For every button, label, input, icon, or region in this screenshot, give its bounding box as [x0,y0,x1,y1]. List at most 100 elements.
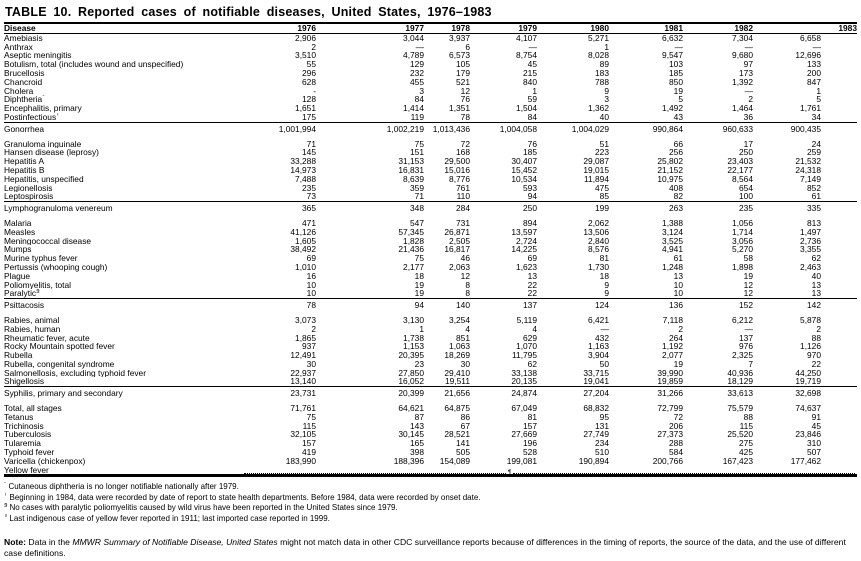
disease-label: Typhoid fever [4,448,55,457]
case-count: 471 [302,217,316,228]
case-count: 183 [595,68,609,78]
note-text-post: might not match data in other CDC survei… [4,537,846,559]
table-row: Encephalitis, primary 1,651 1,414 1,351 1,50… [4,104,857,113]
case-count: 31,153 [398,157,424,166]
case-count: 1,192 [662,342,683,352]
case-count: 12,491 [290,351,316,360]
disease-label: Rubella, congenital syndrome [4,359,115,369]
note-journal-title: MMWR Summary of Notifiable Disease, Unit… [72,537,278,548]
case-count: 1,070 [516,342,537,352]
case-count: 1,464 [732,104,753,113]
case-count: 137 [739,333,753,343]
case-count: 398 [410,448,424,457]
case-count: 82 [673,192,683,202]
case-count: 23,846 [795,430,821,440]
note-label: Note: [4,537,26,548]
case-count: 136 [609,298,683,310]
case-count: 20,399 [316,386,424,399]
disease-label: Malaria [4,217,32,228]
table-row: Typhoid fever 419 398 505 528 510 584 425 507 [4,448,857,457]
disease-label: Yellow fever [4,465,49,475]
disease-label: Shigellosis [4,377,45,387]
case-count: 1,738 [403,333,424,343]
case-count: 970 [807,351,821,360]
case-count: 9,547 [662,51,683,61]
case-count: 75 [414,138,424,149]
case-count: 19 [414,280,424,290]
case-count: 24,874 [470,386,537,399]
case-count: 13 [811,280,821,290]
case-count: 61 [811,192,821,202]
leader-dots [513,467,855,474]
case-count: 69 [527,254,537,263]
disease-label: Legionellosis [4,183,53,193]
case-count: 629 [523,333,537,343]
case-count: 1,414 [403,104,424,113]
case-count: 14,973 [290,165,316,175]
case-count: 840 [523,77,537,87]
case-count: 1,063 [449,342,470,352]
case-count: 7,149 [800,174,821,184]
case-count: 55 [306,60,316,69]
case-count: 9,680 [732,51,753,61]
case-count: 4 [532,324,537,334]
case-count: 32,105 [290,430,316,440]
case-count: 1,865 [295,333,316,343]
case-count: — [744,42,753,52]
case-count: 3,510 [295,51,316,61]
table-row: Hepatitis A 33,288 31,153 29,500 30,407 29,08… [4,157,857,166]
case-count: 259 [807,148,821,158]
footnote: * Cutaneous diphtheria is no longer notif… [4,482,857,492]
case-count: 19,041 [583,377,609,387]
case-count: 21,152 [657,165,683,175]
case-count: 85 [599,192,609,202]
case-count: 3,073 [295,314,316,325]
case-count: 19,511 [445,377,470,387]
case-count: 8,776 [449,174,470,184]
case-count: 13,506 [583,227,609,237]
case-count: 25,520 [727,430,753,440]
case-count: 6,212 [732,314,753,325]
notifiable-diseases-table: Disease 1976 1977 1978 1979 1980 1981 1982 1983 … [4,24,857,477]
case-count: 119 [410,112,424,122]
case-count: 2,724 [516,236,537,246]
case-count: 510 [595,448,609,457]
column-header-year-1979: 1979 [470,24,537,34]
case-count: 960,633 [683,121,753,134]
case-count: 18 [599,271,609,281]
case-count: 27,669 [511,430,537,440]
table-row: Varicella (chickenpox) 183,990 188,396 154,… [4,457,857,466]
case-count: — [415,42,424,52]
case-count: 731 [456,217,470,228]
case-count: 1,651 [295,104,316,113]
footnote-symbol: † [4,492,8,498]
disease-label: Hansen disease (leprosy) [4,148,99,158]
case-count: 348 [316,201,424,213]
case-count: 173 [739,68,753,78]
case-count: 67 [460,421,470,431]
case-count: 19 [414,289,424,299]
table-row: Postinfectious† 175 119 78 84 40 43 36 34 [4,113,857,122]
case-count: 62 [527,359,537,369]
case-count: - [313,86,316,96]
disease-label: Paralytic§ [4,289,244,298]
case-count: 154,089 [439,456,470,466]
case-count: 900,435 [753,121,857,134]
case-count: 3 [419,86,424,96]
disease-label: Tuberculosis [4,430,52,440]
case-count: 22,937 [290,368,316,378]
table-row: Tularemia 157 165 141 196 234 288 275 310 [4,439,857,448]
case-count: 2 [311,42,316,52]
case-count: 3,124 [662,227,683,237]
case-count: 3,355 [800,245,821,255]
case-count: 3 [604,95,609,105]
table-row: Amebiasis 2,906 3,044 3,937 4,107 5,271 6,632 7… [4,33,857,42]
table-header-row: Disease 1976 1977 1978 1979 1980 1981 1982 1983 [4,24,857,34]
case-count: 64,621 [398,403,424,413]
table-note: Note: Data in the MMWR Summary of Notifi… [4,537,857,559]
case-count: 2 [816,324,821,334]
disease-label: Rocky Mountain spotted fever [4,342,115,352]
case-count: 19 [673,359,683,369]
case-count: 7,118 [662,314,683,325]
note-text-pre: Data in the [25,537,73,548]
